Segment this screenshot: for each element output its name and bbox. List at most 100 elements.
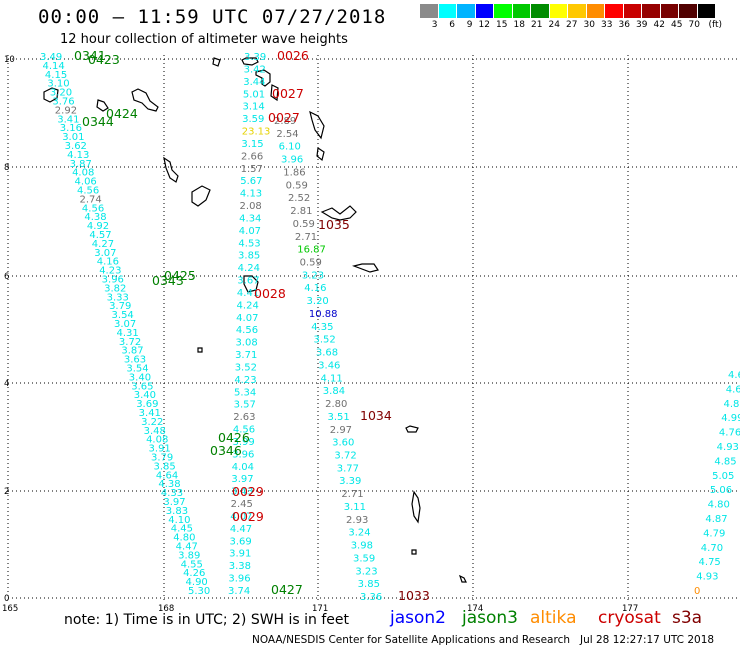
swh-value: 4.13 bbox=[240, 189, 262, 200]
swh-value: 4.85 bbox=[714, 456, 736, 467]
page-title: 00:00 – 11:59 UTC 07/27/2018 bbox=[38, 6, 387, 28]
swh-value: 4.45 bbox=[171, 524, 193, 535]
island-outline bbox=[191, 185, 211, 207]
scale-label: 42 bbox=[653, 20, 665, 30]
swh-value: 3.14 bbox=[243, 102, 265, 113]
scale-label: 15 bbox=[496, 20, 508, 30]
swh-value: 3.38 bbox=[229, 561, 251, 572]
swh-value: 3.79 bbox=[109, 301, 131, 312]
swh-value: 3.01 bbox=[62, 132, 84, 143]
swh-value: 16.87 bbox=[297, 245, 326, 256]
scale-label: 30 bbox=[583, 20, 595, 30]
swh-value: 4.70 bbox=[701, 543, 723, 554]
track-id-label: 0344 bbox=[82, 114, 114, 129]
swh-value: 3.40 bbox=[134, 390, 156, 401]
scale-label: 21 bbox=[531, 20, 543, 30]
island-outline bbox=[212, 57, 221, 67]
swh-value: 3.36 bbox=[360, 592, 382, 603]
scale-swatch bbox=[420, 4, 439, 18]
swh-value: 4.99 bbox=[721, 413, 740, 424]
swh-value: 3.85 bbox=[358, 579, 380, 590]
island-outline bbox=[163, 156, 179, 183]
swh-value: 4.41 bbox=[237, 288, 259, 299]
swh-value: 5.05 bbox=[712, 471, 734, 482]
swh-value: 4.16 bbox=[304, 283, 326, 294]
footer-note: note: 1) Time is in UTC; 2) SWH is in fe… bbox=[64, 612, 350, 628]
scale-swatch bbox=[623, 4, 642, 18]
swh-value: 3.67 bbox=[237, 276, 259, 287]
swh-value: 3.97 bbox=[231, 474, 253, 485]
swh-value: 0.59 bbox=[293, 219, 315, 230]
x-tick-label: 177 bbox=[622, 604, 638, 614]
scale-swatch bbox=[457, 4, 476, 18]
scale-swatch bbox=[586, 4, 605, 18]
swh-value: 4.6 bbox=[728, 370, 740, 381]
scale-label: 18 bbox=[513, 20, 525, 30]
credit-text: NOAA/NESDIS Center for Satellite Applica… bbox=[252, 634, 570, 646]
wave-height-scale: 3 6 9 12 15 18 21 24 27 30 33 36 39 42 45 70 (ft) bbox=[420, 4, 722, 30]
swh-value: 3.33 bbox=[107, 292, 129, 303]
swh-value: 2.45 bbox=[231, 499, 253, 510]
swh-value: 2.54 bbox=[276, 129, 298, 140]
swh-value: 2.97 bbox=[330, 425, 352, 436]
swh-value: 4.6 bbox=[726, 384, 740, 395]
swh-value: 4.57 bbox=[89, 230, 111, 241]
swh-value: 4.07 bbox=[230, 511, 252, 522]
track-id-label: 1035 bbox=[318, 217, 350, 232]
swh-value: 3.72 bbox=[334, 450, 356, 461]
swh-value: 5.06 bbox=[710, 485, 732, 496]
swh-value: 3.76 bbox=[52, 97, 74, 108]
swh-value: 2.74 bbox=[79, 194, 101, 205]
track-id-label: 0029 bbox=[232, 484, 264, 499]
swh-value: 6.10 bbox=[279, 142, 301, 153]
swh-value: 4.08 bbox=[72, 168, 94, 179]
swh-value: 4.56 bbox=[82, 203, 104, 214]
scale-label: 6 bbox=[449, 20, 455, 30]
page-subtitle: 12 hour collection of altimeter wave hei… bbox=[60, 32, 348, 47]
swh-value: 4.92 bbox=[87, 221, 109, 232]
island-outline bbox=[411, 549, 417, 555]
swh-value: 4.56 bbox=[233, 425, 255, 436]
swh-value: 3.60 bbox=[332, 438, 354, 449]
x-tick-label: 165 bbox=[2, 604, 18, 614]
island-outline bbox=[458, 574, 467, 583]
swh-value: 3.23 bbox=[302, 270, 324, 281]
swh-value: 2.71 bbox=[295, 232, 317, 243]
swh-value: 3.54 bbox=[126, 364, 148, 375]
scale-label: 36 bbox=[618, 20, 630, 30]
swh-value: 3.72 bbox=[119, 337, 141, 348]
swh-value: 4.14 bbox=[42, 61, 64, 72]
swh-value: 4.08 bbox=[146, 435, 168, 446]
swh-value: 3.08 bbox=[235, 338, 257, 349]
scale-swatch bbox=[697, 4, 716, 18]
island-outline bbox=[309, 110, 325, 140]
swh-value: 4.87 bbox=[705, 514, 727, 525]
swh-value: 5.01 bbox=[243, 89, 265, 100]
swh-value: 4.23 bbox=[234, 375, 256, 386]
swh-value: 3.97 bbox=[163, 497, 185, 508]
track-id-label: 0423 bbox=[88, 52, 120, 67]
swh-value: 3.59 bbox=[353, 553, 375, 564]
swh-value: 4.56 bbox=[77, 186, 99, 197]
scale-label: 39 bbox=[636, 20, 648, 30]
scale-swatch bbox=[438, 4, 457, 18]
y-tick-label: 4 bbox=[4, 379, 9, 389]
swh-value: 4.53 bbox=[238, 238, 260, 249]
swh-value: 3.85 bbox=[153, 461, 175, 472]
swh-value: 3.62 bbox=[65, 141, 87, 152]
swh-value: 3.41 bbox=[139, 408, 161, 419]
swh-value: 3.10 bbox=[47, 79, 69, 90]
swh-value: 4.90 bbox=[186, 577, 208, 588]
swh-value: 3.68 bbox=[316, 348, 338, 359]
island-outline bbox=[243, 275, 259, 293]
swh-value: 4.38 bbox=[158, 479, 180, 490]
swh-value: 3.69 bbox=[229, 536, 251, 547]
swh-value: 3.41 bbox=[57, 114, 79, 125]
scale-swatch bbox=[568, 4, 587, 18]
swh-value: 3.43 bbox=[231, 487, 253, 498]
swh-value: 2.80 bbox=[325, 399, 347, 410]
island-outline bbox=[405, 425, 419, 433]
swh-value: 3.87 bbox=[121, 346, 143, 357]
track-id-label: 0346 bbox=[210, 443, 242, 458]
